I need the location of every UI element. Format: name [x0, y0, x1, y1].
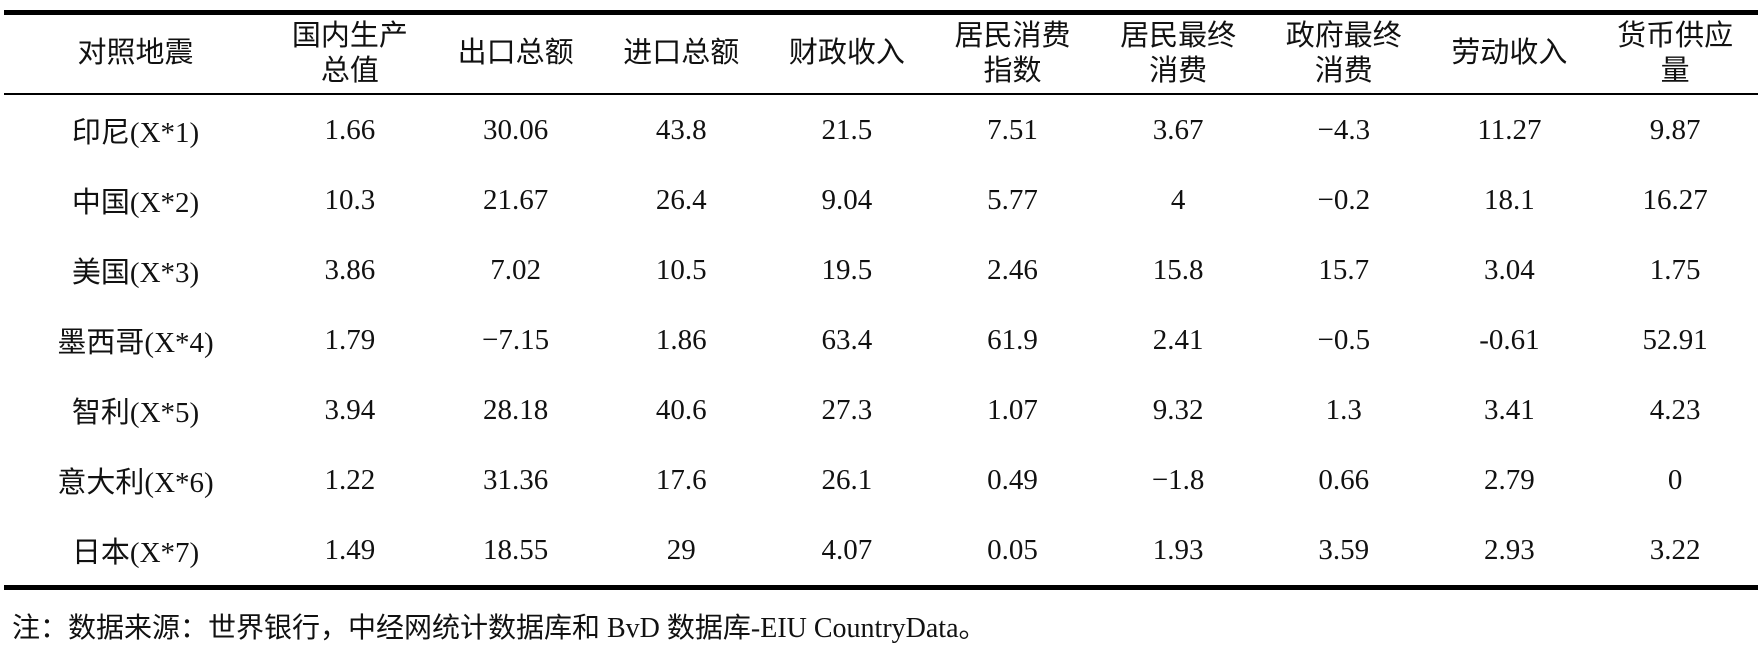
table-cell: 1.22 [324, 463, 376, 496]
table-header: 对照地震 国内生产 总值 出口总额 进口总额 财政收入 居民消费 指数 居民最终 消费 政府最… [4, 13, 1758, 94]
table-cell: 18.1 [1484, 183, 1535, 216]
table-cell: 15.8 [1152, 253, 1204, 286]
table-cell: 9.32 [1152, 393, 1204, 426]
table-cell: 9.04 [821, 183, 873, 216]
table-cell: 19.5 [821, 253, 873, 286]
table-cell: 31.36 [482, 463, 549, 496]
table-cell: 40.6 [655, 393, 707, 426]
column-header: 对照地震 [77, 37, 194, 70]
table-cell: 3.04 [1484, 253, 1535, 286]
column-header: 国内生产 总值 [291, 19, 408, 87]
table-cell: 3.86 [324, 253, 376, 286]
table-cell: 43.8 [655, 113, 707, 146]
table-cell: 3.94 [324, 393, 376, 426]
table-row: 中国(X*2) 10.3 21.67 26.4 9.04 5.77 4 −0.2 18.1 16.… [4, 165, 1758, 235]
table-cell: 0 [1667, 463, 1683, 496]
table-cell: 3.22 [1649, 533, 1701, 566]
table-cell: 27.3 [821, 393, 873, 426]
table-cell: 4.23 [1649, 393, 1701, 426]
table-cell: 9.87 [1649, 113, 1701, 146]
table-cell: -0.61 [1479, 323, 1540, 356]
table-cell: 61.9 [987, 323, 1038, 356]
column-header: 财政收入 [788, 37, 905, 70]
row-label: 印尼(X*1) [71, 117, 200, 149]
column-header: 货币供应 量 [1617, 19, 1734, 87]
table-body: 印尼(X*1) 1.66 30.06 43.8 21.5 7.51 3.67 −4.3 11.2… [4, 94, 1758, 588]
table-cell: 16.27 [1642, 183, 1708, 216]
table-cell: 1.79 [324, 323, 376, 356]
table-cell: 63.4 [821, 323, 873, 356]
column-header: 劳动收入 [1451, 37, 1568, 70]
table-cell: −0.5 [1317, 323, 1371, 356]
table-cell: 2.79 [1484, 463, 1535, 496]
row-label: 智利(X*5) [71, 397, 200, 429]
table-cell: 1.49 [324, 533, 376, 566]
table-cell: 18.55 [482, 533, 549, 566]
table-row: 墨西哥(X*4) 1.79 −7.15 1.86 63.4 61.9 2.41 −0.5 -0.… [4, 305, 1758, 375]
table-cell: 4.07 [821, 533, 873, 566]
table-cell: 7.02 [490, 253, 541, 286]
table-cell: 3.67 [1152, 113, 1204, 146]
table-cell: 1.86 [655, 323, 707, 356]
row-label: 日本(X*7) [71, 537, 200, 569]
table-cell: 2.46 [987, 253, 1038, 286]
table-cell: 26.4 [655, 183, 707, 216]
row-label: 墨西哥(X*4) [57, 327, 214, 359]
table-cell: 3.41 [1484, 393, 1535, 426]
table-header-row: 对照地震 国内生产 总值 出口总额 进口总额 财政收入 居民消费 指数 居民最终 消费 政府最… [4, 13, 1758, 94]
table-cell: 11.27 [1477, 113, 1542, 146]
table-cell: 17.6 [655, 463, 707, 496]
table-cell: 4 [1170, 183, 1186, 216]
table-cell: 1.75 [1649, 253, 1701, 286]
table-cell: 1.93 [1152, 533, 1204, 566]
table-cell: −1.8 [1151, 463, 1205, 496]
table-cell: 1.3 [1325, 393, 1362, 426]
table-cell: 1.66 [324, 113, 376, 146]
table-cell: 10.3 [324, 183, 376, 216]
table-cell: 26.1 [821, 463, 873, 496]
row-label: 中国(X*2) [71, 187, 200, 219]
table-cell: −0.2 [1317, 183, 1371, 216]
row-label: 美国(X*3) [71, 257, 200, 289]
table-cell: 2.41 [1152, 323, 1204, 356]
comparison-earthquake-table: 对照地震 国内生产 总值 出口总额 进口总额 财政收入 居民消费 指数 居民最终 消费 政府最… [4, 10, 1758, 590]
table-row: 日本(X*7) 1.49 18.55 29 4.07 0.05 1.93 3.59 2.93 3.… [4, 515, 1758, 588]
table-row: 意大利(X*6) 1.22 31.36 17.6 26.1 0.49 −1.8 0.66 2.7… [4, 445, 1758, 515]
table-cell: 28.18 [482, 393, 549, 426]
table-cell: −7.15 [482, 323, 550, 356]
table-cell: 0.66 [1318, 463, 1370, 496]
table-cell: 1.07 [987, 393, 1038, 426]
table-row: 印尼(X*1) 1.66 30.06 43.8 21.5 7.51 3.67 −4.3 11.2… [4, 94, 1758, 165]
table-cell: 15.7 [1318, 253, 1370, 286]
column-header: 出口总额 [457, 37, 574, 70]
column-header: 政府最终 消费 [1285, 19, 1402, 87]
table-row: 美国(X*3) 3.86 7.02 10.5 19.5 2.46 15.8 15.7 3.04 1… [4, 235, 1758, 305]
table-cell: 21.67 [482, 183, 549, 216]
table-cell: 2.93 [1484, 533, 1535, 566]
table-footnote: 注：数据来源：世界银行，中经网统计数据库和 BvD 数据库-EIU Countr… [12, 613, 987, 644]
table-cell: 21.5 [821, 113, 873, 146]
row-label: 意大利(X*6) [57, 467, 214, 499]
table-row: 智利(X*5) 3.94 28.18 40.6 27.3 1.07 9.32 1.3 3.41 4… [4, 375, 1758, 445]
table-cell: 0.05 [987, 533, 1038, 566]
column-header: 居民消费 指数 [954, 19, 1071, 87]
table-cell: 10.5 [655, 253, 707, 286]
table-cell: −4.3 [1317, 113, 1371, 146]
table-cell: 7.51 [987, 113, 1038, 146]
column-header: 居民最终 消费 [1120, 19, 1237, 87]
table-cell: 29 [666, 533, 696, 566]
table-cell: 5.77 [987, 183, 1038, 216]
table-cell: 3.59 [1318, 533, 1370, 566]
table-cell: 0.49 [987, 463, 1038, 496]
table-cell: 30.06 [482, 113, 549, 146]
column-header: 进口总额 [623, 37, 740, 70]
table-cell: 52.91 [1642, 323, 1708, 356]
